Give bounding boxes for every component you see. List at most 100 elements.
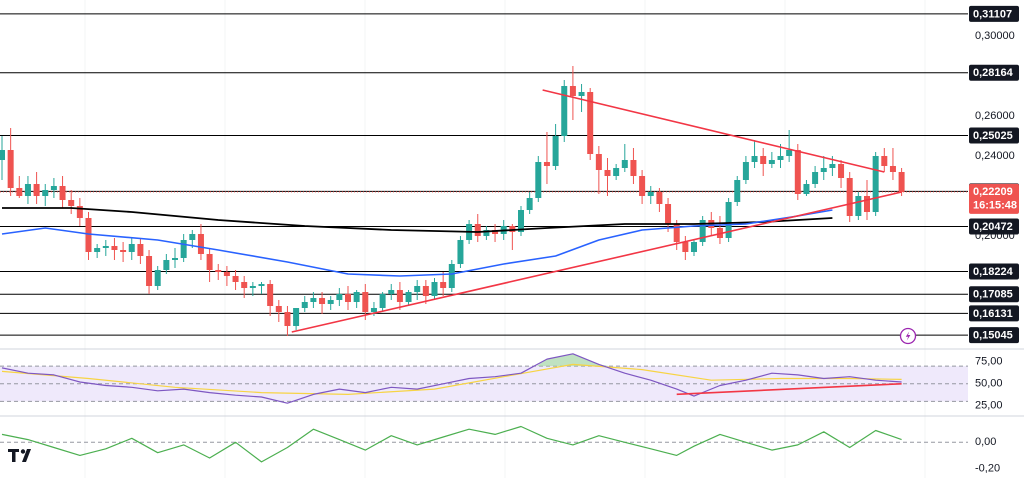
candle-body — [345, 294, 351, 302]
candle — [621, 144, 628, 172]
candle-body — [440, 282, 447, 288]
candle — [241, 276, 248, 298]
candle-body — [249, 286, 256, 288]
candle — [301, 296, 308, 312]
candle-body — [128, 244, 135, 252]
candle — [180, 234, 187, 262]
candle-body — [621, 160, 628, 168]
level-tag — [969, 5, 1019, 22]
candle — [535, 156, 542, 202]
candle — [422, 280, 429, 304]
candle — [310, 292, 317, 308]
candle-body — [111, 246, 118, 250]
candle-body — [898, 172, 905, 192]
candle-body — [889, 166, 896, 172]
candle-body — [699, 220, 706, 242]
candle — [102, 240, 109, 256]
rsi-panel — [0, 353, 968, 404]
candle — [223, 266, 230, 286]
candle — [232, 270, 239, 290]
candle — [59, 176, 66, 208]
candle — [483, 226, 490, 240]
candle — [284, 306, 291, 336]
candle — [379, 292, 386, 312]
candle-body — [647, 192, 654, 196]
candle — [561, 80, 568, 142]
candle-body — [812, 172, 819, 184]
candle — [691, 240, 697, 256]
candle-body — [154, 270, 161, 286]
candle — [197, 224, 204, 260]
ema-slow-line — [2, 207, 833, 233]
candle — [163, 254, 170, 274]
candle-body — [552, 136, 559, 166]
candle-body — [223, 272, 230, 276]
candle-body — [794, 150, 801, 194]
candle — [872, 152, 879, 216]
candle — [526, 192, 533, 214]
momentum-tick-label: 0,00 — [975, 436, 996, 448]
candle-body — [232, 276, 239, 282]
candle-body — [483, 230, 490, 236]
candle — [457, 236, 464, 268]
candle — [111, 238, 118, 260]
candle — [777, 144, 784, 168]
candle-body — [673, 224, 680, 242]
candle — [94, 244, 101, 258]
candle-body — [578, 92, 585, 96]
candle-body — [457, 240, 464, 264]
candle-body — [94, 248, 101, 252]
candle-body — [33, 184, 40, 196]
level-tag — [969, 64, 1019, 81]
candle-body — [526, 198, 533, 210]
candle-body — [396, 290, 403, 302]
candle-body — [734, 180, 741, 202]
level-tag — [969, 286, 1019, 303]
lightning-alert-icon[interactable] — [899, 327, 917, 345]
candle-body — [241, 282, 248, 288]
candle — [518, 206, 524, 236]
candle-body — [50, 186, 57, 190]
candle-body — [820, 168, 827, 172]
candle — [699, 216, 706, 246]
candle — [673, 220, 680, 250]
rsi-ma-line — [1, 363, 902, 395]
candle — [154, 266, 161, 290]
current-price-tag — [969, 183, 1019, 214]
candle — [760, 148, 767, 176]
candle — [440, 272, 447, 296]
candle-body — [751, 156, 758, 162]
candle-body — [301, 302, 308, 308]
level-tag-label: 0,16131 — [973, 308, 1013, 320]
candle — [725, 198, 732, 242]
price-axis: 0,300000,260000,240000,2000075,0050,0025… — [975, 30, 1015, 474]
candle-body — [656, 192, 663, 204]
level-tag — [969, 218, 1019, 235]
candle — [258, 282, 265, 294]
price-tick-label: 0,30000 — [975, 30, 1015, 42]
candle-body — [864, 196, 870, 212]
candlesticks — [0, 66, 905, 336]
level-tag-label: 0,17085 — [973, 289, 1013, 301]
candle — [474, 214, 481, 242]
candle-body — [310, 298, 317, 302]
triangle-trendline — [291, 191, 902, 333]
candle — [24, 176, 31, 204]
candle-body — [258, 284, 265, 286]
candle — [587, 88, 594, 160]
candle-body — [353, 292, 360, 302]
candle-body — [846, 178, 853, 216]
candle-body — [872, 156, 879, 212]
current-price-label: 0,22209 — [973, 186, 1013, 198]
candle — [881, 148, 888, 172]
candle — [68, 190, 75, 214]
candle-body — [215, 270, 222, 272]
candle-body — [595, 154, 602, 170]
candle — [16, 176, 23, 198]
candle — [898, 168, 905, 196]
candle — [794, 144, 801, 200]
moving-averages — [1, 207, 833, 277]
candle — [215, 264, 222, 280]
horizontal-levels — [0, 13, 968, 336]
